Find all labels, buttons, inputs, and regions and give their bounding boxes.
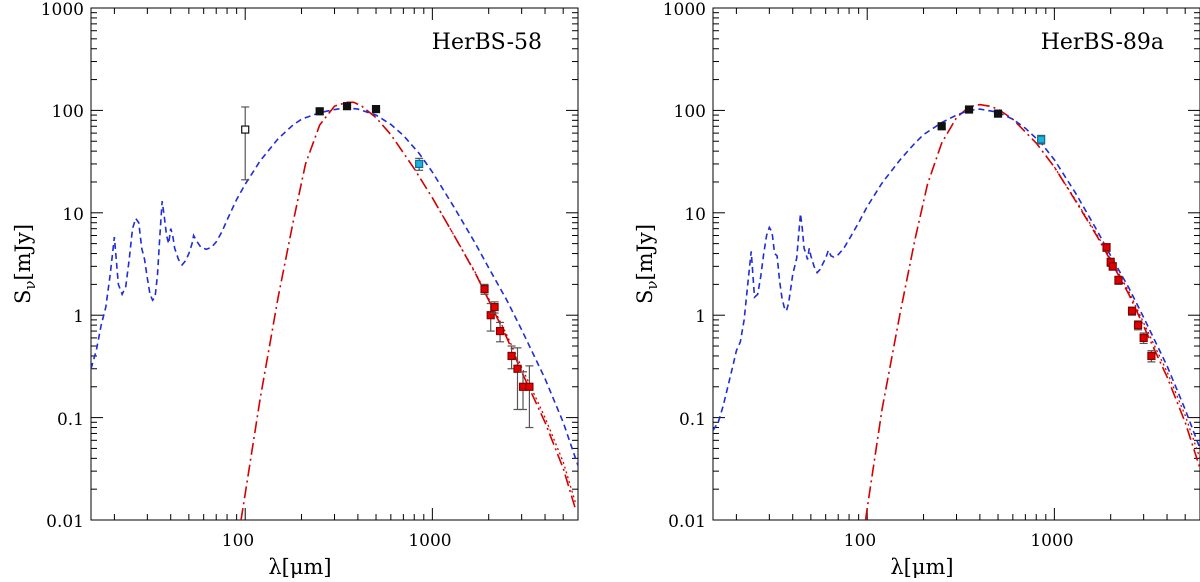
x-axis-label: λ[μm] xyxy=(890,555,953,578)
dust-model-curve xyxy=(864,103,1200,520)
noema-data-point xyxy=(525,382,534,391)
scuba-data-point xyxy=(415,159,424,169)
y-tick-label: 0.1 xyxy=(57,410,84,430)
spire-data-point xyxy=(964,105,974,114)
template-curve xyxy=(91,107,578,466)
noema-data-point xyxy=(1139,333,1148,343)
noema-data-point xyxy=(1133,321,1143,330)
spire-data-point xyxy=(937,122,946,131)
x-axis-label: λ[μm] xyxy=(268,555,331,578)
y-tick-label: 1000 xyxy=(41,0,84,20)
pacs-data-point xyxy=(241,125,250,134)
model-curves xyxy=(713,103,1200,520)
y-tick-label: 10 xyxy=(684,205,706,225)
panel-herbs-89a: HerBS-89a λ[μm] Sν[mJy] 0.01 0.1 1 10 10… xyxy=(633,0,1200,579)
dust-model-curve xyxy=(240,101,577,520)
spire-data-point xyxy=(315,107,324,116)
y-tick-label: 1 xyxy=(695,307,706,327)
y-tick-label: 0.01 xyxy=(46,512,84,532)
y-tick-label: 10 xyxy=(62,205,84,225)
axis-tick-labels: 0.01 0.1 1 10 100 1000 100 1000 xyxy=(41,0,452,551)
spire-data-point xyxy=(993,109,1003,118)
x-tick-label: 1000 xyxy=(1030,531,1073,551)
x-tick-label: 100 xyxy=(222,531,254,551)
noema-data-point xyxy=(1108,262,1117,271)
axis-ticks xyxy=(91,7,579,521)
y-tick-label: 100 xyxy=(674,102,706,122)
noema-data-point xyxy=(1102,243,1111,252)
y-axis-label: Sν[mJy] xyxy=(633,224,661,304)
noema-data-point xyxy=(1114,276,1123,285)
noema-data-point xyxy=(1127,306,1137,316)
spire-data-point xyxy=(342,102,352,111)
y-axis-label: Sν[mJy] xyxy=(11,224,39,304)
noema-data-point xyxy=(480,284,489,294)
dust-model-dotted-curve xyxy=(1053,166,1200,459)
axis-ticks xyxy=(713,7,1200,521)
x-tick-label: 1000 xyxy=(408,531,451,551)
panel-label: HerBS-89a xyxy=(1041,30,1164,55)
noema-data-point xyxy=(490,302,499,312)
noema-data-point xyxy=(495,326,505,336)
noema-data-point xyxy=(1147,351,1156,361)
y-tick-label: 0.01 xyxy=(668,512,706,532)
panel-label: HerBS-58 xyxy=(432,30,542,55)
panel-herbs-58: HerBS-58 λ[μm] Sν[mJy] 0.01 0.1 1 10 100… xyxy=(11,0,579,579)
scuba-data-point xyxy=(1037,135,1046,144)
plot-frame xyxy=(90,7,579,521)
noema-data-point xyxy=(486,311,495,320)
template-curve xyxy=(713,108,1200,449)
y-tick-label: 0.1 xyxy=(679,410,706,430)
axis-tick-labels: 0.01 0.1 1 10 100 1000 100 1000 xyxy=(663,0,1074,551)
plot-frame xyxy=(712,7,1200,521)
noema-data-point xyxy=(513,364,522,373)
data-points xyxy=(937,105,1156,363)
dust-model-dotted-curve xyxy=(431,197,576,503)
y-tick-label: 100 xyxy=(52,102,84,122)
x-tick-label: 100 xyxy=(844,531,876,551)
model-curves xyxy=(91,101,578,520)
spire-data-point xyxy=(371,104,381,114)
noema-data-point xyxy=(507,351,516,361)
data-points xyxy=(241,102,534,429)
y-tick-label: 1 xyxy=(73,307,84,327)
y-tick-label: 1000 xyxy=(663,0,706,20)
